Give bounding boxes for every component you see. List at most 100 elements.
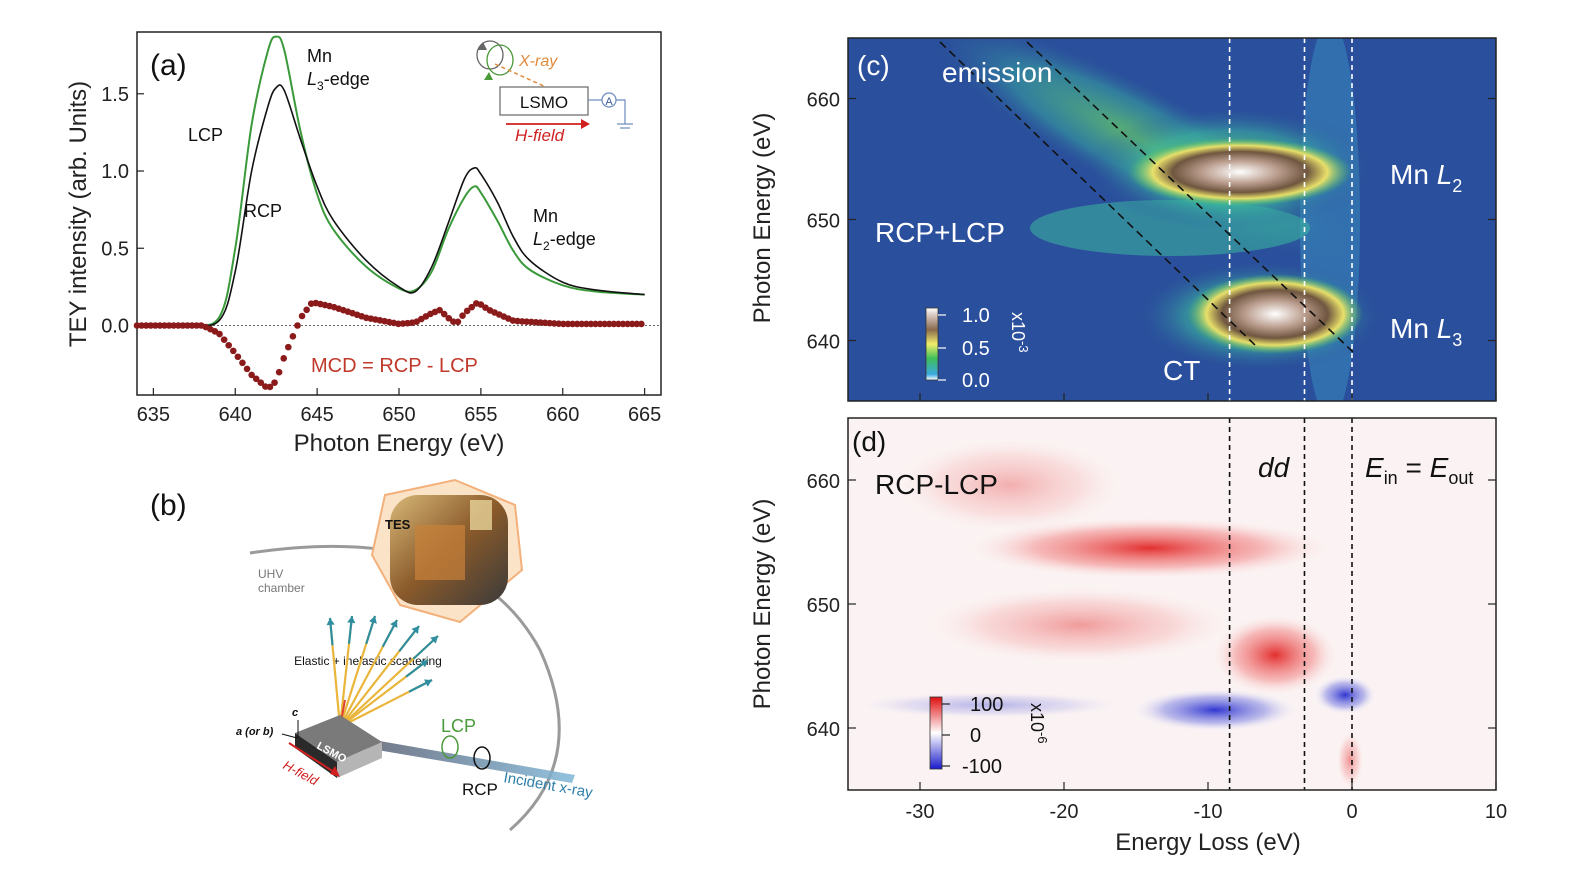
mcd-point [156, 322, 164, 329]
tes-detector [370, 478, 524, 624]
mcd-point [592, 320, 599, 328]
cbar-d-unit: x10-6 [1027, 703, 1050, 744]
mcd-point [152, 322, 159, 329]
y-tick-label: 0.0 [101, 315, 129, 337]
panel-d-label: (d) [852, 426, 886, 457]
mcd-point [463, 307, 471, 315]
vertical-lines-d [1228, 418, 1353, 790]
plot-a-ticks: 635 640 645 650 655 660 665 0.0 0.5 1.0 1.5 [101, 84, 661, 426]
eout-sub: out [1448, 468, 1473, 488]
cbar-c-tick-2: 0.5 [962, 338, 990, 360]
diff-label: RCP-LCP [875, 469, 998, 500]
x-tick-label: -30 [906, 801, 935, 823]
x-tick-label: 650 [382, 404, 415, 426]
x-tick-label: 635 [137, 404, 170, 426]
panel-a: (a) 635 640 645 650 655 660 665 0.0 0.5 1.0 1.5 Ph… [65, 31, 662, 457]
mcd-point [271, 379, 278, 386]
mcd-point [170, 322, 177, 329]
lcp-circle-icon [486, 44, 514, 76]
arrowhead-icon [424, 679, 432, 687]
mcd-point [252, 375, 260, 383]
mcd-point [569, 320, 576, 328]
cbar-c-unit-base: x10 [1008, 312, 1028, 341]
mcd-point [285, 343, 292, 351]
ein-E: E [1365, 452, 1384, 483]
inset-sample-label: LSMO [520, 93, 568, 112]
diagonal-line [1026, 41, 1354, 353]
vertical-lines-c [1228, 38, 1353, 401]
mcd-point [440, 310, 448, 318]
arrowhead-icon [326, 618, 335, 626]
chamber-label-2: chamber [258, 581, 305, 595]
mcd-point [229, 347, 237, 355]
series-mcd-markers [133, 299, 645, 391]
ein-eout-label: Ein = Eout [1365, 452, 1473, 488]
mn-l3-label: Mn L3 [1390, 313, 1462, 350]
x-tick-label: 665 [628, 404, 661, 426]
mcd-point [193, 322, 200, 329]
cbar-d-unit-base: x10 [1027, 703, 1047, 732]
mcd-point [220, 336, 228, 343]
y-tick-label: 0.5 [101, 238, 129, 260]
mcd-point [596, 320, 604, 328]
mcd-point [294, 322, 301, 329]
rcp-label-b: RCP [462, 780, 498, 799]
mcd-point [459, 312, 466, 320]
mcd-point [147, 322, 155, 329]
arrowhead-icon [420, 660, 428, 668]
mcd-point [633, 320, 641, 328]
y-tick-label: 650 [807, 211, 840, 233]
mn-l2-label: Mn L2 [1390, 159, 1462, 196]
chamber-label-1: UHV [258, 567, 283, 581]
panel-a-label: (a) [150, 49, 187, 82]
mcd-point [266, 383, 274, 391]
panel-b: (b) UHV chamber TES Elastic + inelastic … [150, 478, 594, 832]
cbar-d-unit-exp: -6 [1035, 732, 1050, 744]
mcd-point [161, 322, 168, 329]
mcd-point [605, 320, 613, 328]
mcd-point [578, 320, 586, 328]
mcd-point [583, 320, 590, 328]
inset-xray-label: X-ray [518, 53, 558, 70]
c-axis-label: c [292, 707, 298, 719]
x-axis-label-d: Energy Loss (eV) [1115, 829, 1300, 856]
mcd-point [174, 322, 182, 329]
mcd-label: MCD = RCP - LCP [311, 355, 478, 377]
mcd-point [138, 322, 145, 329]
mcd-point [624, 320, 631, 328]
incident-beam [342, 735, 575, 783]
red-region [1210, 613, 1340, 697]
panel-b-label: (b) [150, 489, 187, 522]
eout-E: E [1430, 452, 1449, 483]
blue-region [850, 691, 1130, 719]
mcd-point [257, 379, 265, 387]
y-tick-label: 660 [807, 90, 840, 112]
mcd-point [133, 322, 141, 329]
field-arrowhead-icon [581, 119, 590, 129]
field-arrow [288, 742, 335, 773]
ammeter-label: A [605, 96, 613, 108]
xray-beam [494, 63, 549, 89]
series-lcp-line [136, 35, 645, 327]
x-tick-label: 645 [300, 404, 333, 426]
colorbar-d [929, 696, 943, 770]
ab-axis-label: a (or b) [236, 726, 274, 738]
field-arrowhead-icon [330, 766, 340, 777]
sample-front [337, 742, 382, 778]
arrowhead-icon [369, 616, 377, 624]
l3-edge: -edge [324, 69, 370, 89]
inset-sample-box [499, 86, 589, 116]
mn-l2-L: L [1437, 159, 1453, 190]
series-rcp-line [136, 84, 645, 327]
inset-field-label: H-field [515, 126, 565, 145]
blue-region [1130, 688, 1300, 732]
l3-peak [1187, 274, 1363, 354]
red-region [920, 585, 1240, 665]
mcd-point [436, 306, 443, 314]
x-axis-label-a: Photon Energy (eV) [294, 430, 505, 457]
legend-lcp: LCP [188, 125, 223, 145]
mn-l2-sub: 2 [1452, 176, 1462, 196]
mcd-point [615, 320, 622, 328]
tes-detail [415, 525, 465, 580]
y-axis-label-d: Photon Energy (eV) [749, 499, 776, 710]
